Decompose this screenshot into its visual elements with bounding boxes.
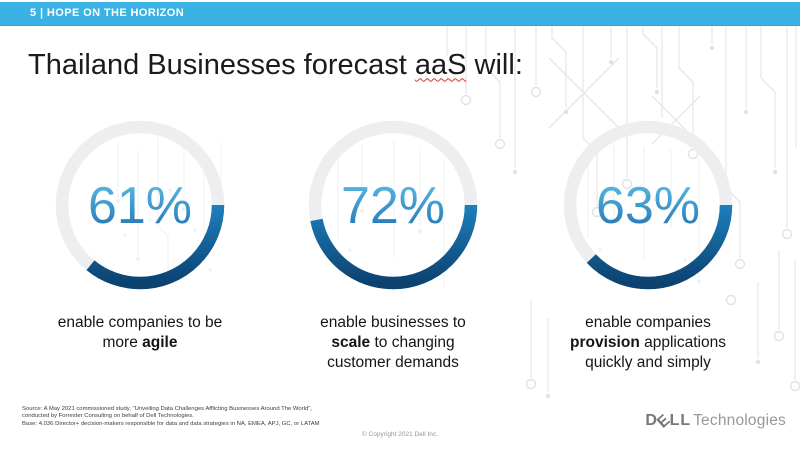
- donut-chart-2: 72%: [308, 120, 478, 290]
- gauge-value-3: 63%: [596, 177, 700, 235]
- copyright-note: © Copyright 2021 Dell Inc.: [362, 431, 438, 438]
- slide-title: Thailand Businesses forecast aaS will:: [28, 49, 523, 82]
- gauge-caption-2: enable businesses to scale to changing cus…: [320, 314, 466, 371]
- donut-chart-3: 63%: [563, 120, 733, 290]
- source-note: Source: A May 2021 commissioned study, "…: [22, 406, 320, 427]
- donut-gauge-2: 72%: [308, 120, 478, 290]
- donut-arc: [308, 120, 478, 290]
- donut-gauge-1: 61%: [55, 120, 225, 290]
- donut-gauge-3: 63%: [563, 120, 733, 290]
- donut-chart-1: 61%: [55, 120, 225, 290]
- donut-arc: [563, 120, 733, 290]
- donut-arc: [55, 120, 225, 290]
- gauge-value-2: 72%: [341, 177, 445, 235]
- dell-wordmark: DELL: [645, 411, 692, 432]
- gauge-caption-3: enable companies provision applications qu…: [570, 314, 726, 371]
- dell-technologies-logo: DELL Technologies: [645, 411, 786, 432]
- technologies-wordmark: Technologies: [693, 412, 786, 429]
- gauge-value-1: 61%: [88, 177, 192, 235]
- slide-header-bar: 5 | HOPE ON THE HORIZON: [0, 2, 800, 26]
- slide-header-label: 5 | HOPE ON THE HORIZON: [30, 7, 185, 19]
- gauge-caption-1: enable companies to be more agile: [57, 314, 223, 351]
